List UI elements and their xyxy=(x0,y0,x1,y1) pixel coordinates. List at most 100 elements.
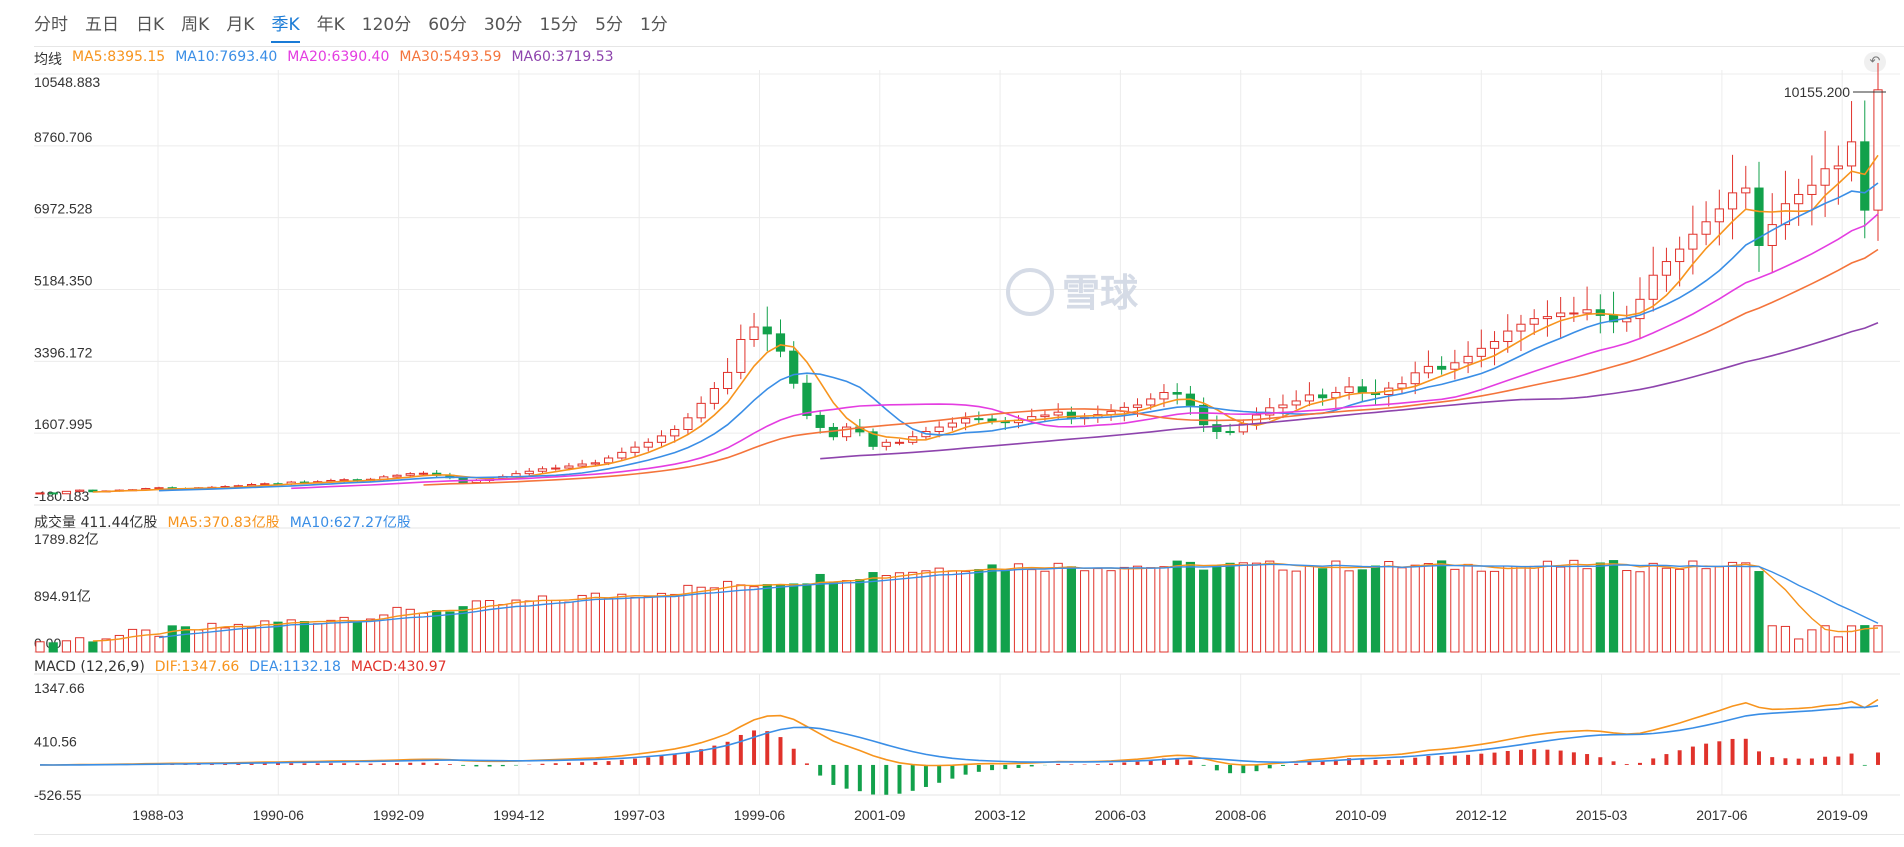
volume-bar xyxy=(1714,566,1724,653)
volume-bar xyxy=(828,581,838,653)
candle-body xyxy=(564,465,574,469)
volume-bar xyxy=(1688,560,1698,653)
tab-6[interactable]: 年K xyxy=(316,14,345,35)
volume-bar xyxy=(1199,569,1209,653)
x-tick-label: 2019-09 xyxy=(1817,807,1869,823)
volume-bar xyxy=(1132,565,1143,653)
volume-bar xyxy=(590,592,600,653)
volume-bar xyxy=(379,614,389,653)
candle-body xyxy=(603,457,614,464)
watermark-logo-icon xyxy=(1006,268,1054,316)
macd-dif-line xyxy=(39,698,1879,767)
watermark-text: 雪球 xyxy=(1062,271,1139,315)
volume-bar xyxy=(471,600,481,653)
volume-bar xyxy=(1450,568,1460,653)
reset-zoom-button[interactable]: ↶ xyxy=(1864,52,1886,72)
candle-body xyxy=(775,333,786,352)
volume-bar xyxy=(1608,560,1619,653)
candle-body xyxy=(630,446,640,453)
candle-body xyxy=(1675,248,1685,263)
candle-body xyxy=(590,462,600,465)
macd-legend-item: MACD:430.97 xyxy=(350,659,447,675)
volume-bar xyxy=(630,596,640,653)
volume-bar xyxy=(1410,564,1420,653)
volume-bar xyxy=(1595,562,1605,653)
volume-bar xyxy=(1820,625,1830,653)
candle-body xyxy=(1291,400,1301,406)
candle-body xyxy=(617,451,627,459)
macd-tick-label: 410.56 xyxy=(34,733,77,749)
volume-bar xyxy=(961,570,971,653)
tab-12[interactable]: 1分 xyxy=(639,14,668,35)
volume-bar xyxy=(670,593,680,653)
volume-bar xyxy=(603,597,614,653)
candle-body xyxy=(1727,192,1738,210)
chart-scroll-strip[interactable] xyxy=(34,834,1904,847)
volume-bar xyxy=(1463,563,1473,653)
candle-body xyxy=(1265,407,1275,416)
volume-bar xyxy=(1675,568,1685,653)
candle-body xyxy=(551,467,561,470)
candle-body xyxy=(749,326,759,340)
volume-bar xyxy=(577,594,587,653)
tab-5[interactable]: 季K xyxy=(271,4,300,43)
candle-body xyxy=(1450,362,1460,370)
volume-bar xyxy=(1833,636,1843,653)
volume-bar xyxy=(326,619,336,653)
tab-1[interactable]: 五日 xyxy=(85,14,119,35)
tab-4[interactable]: 月K xyxy=(226,14,255,35)
volume-bar xyxy=(286,619,296,653)
candle-body xyxy=(842,426,852,438)
candle-body xyxy=(1873,89,1883,211)
volume-bar xyxy=(405,608,415,653)
volume-bar xyxy=(1370,565,1381,653)
candle-body xyxy=(894,441,905,444)
volume-bar xyxy=(1053,562,1063,653)
volume-bar xyxy=(339,616,349,653)
volume-bar xyxy=(551,599,561,653)
volume-bar xyxy=(1846,625,1857,653)
volume-bar xyxy=(1344,570,1354,653)
candle-body xyxy=(1344,386,1354,394)
candle-body xyxy=(1040,414,1050,418)
volume-bar xyxy=(418,612,429,653)
ma10-line xyxy=(158,182,1879,492)
volume-bar xyxy=(273,621,283,653)
volume-bar xyxy=(1027,569,1037,653)
macd-dea-line xyxy=(39,705,1879,766)
volume-bar xyxy=(35,641,45,653)
candle-body xyxy=(762,326,772,335)
tab-11[interactable]: 5分 xyxy=(595,14,623,35)
volume-bar xyxy=(1635,571,1645,653)
tab-7[interactable]: 120分 xyxy=(361,14,412,35)
volume-bar xyxy=(1503,565,1513,653)
volume-bar xyxy=(894,572,905,653)
candle-body xyxy=(1199,404,1209,426)
tab-10[interactable]: 15分 xyxy=(539,14,579,35)
candle-body xyxy=(1146,398,1156,406)
price-tick-label: 10548.883 xyxy=(34,74,100,90)
candle-body xyxy=(524,470,534,475)
tab-8[interactable]: 60分 xyxy=(428,14,467,35)
volume-bar xyxy=(207,622,217,653)
tab-2[interactable]: 日K xyxy=(136,14,165,35)
vol-legend-item: MA5:370.83亿股 xyxy=(167,515,280,531)
volume-bar xyxy=(881,575,891,653)
volume-bar xyxy=(299,621,310,653)
candle-body xyxy=(1569,312,1579,315)
candle-body xyxy=(696,402,706,419)
candle-body xyxy=(1529,318,1539,325)
volume-bar xyxy=(1873,625,1883,653)
candle-body xyxy=(1278,404,1288,409)
x-tick-label: 2001-09 xyxy=(854,807,906,823)
tab-3[interactable]: 周K xyxy=(181,14,210,35)
volume-bar xyxy=(1357,569,1367,653)
volume-bar xyxy=(458,606,468,653)
volume-bar xyxy=(445,611,455,653)
volume-bar xyxy=(1661,567,1672,653)
tab-9[interactable]: 30分 xyxy=(483,14,523,35)
tab-0[interactable]: 分时 xyxy=(34,14,68,35)
ma60-line xyxy=(820,321,1879,460)
volume-bar xyxy=(1159,566,1169,653)
price-tick-label: 6972.528 xyxy=(34,201,93,217)
